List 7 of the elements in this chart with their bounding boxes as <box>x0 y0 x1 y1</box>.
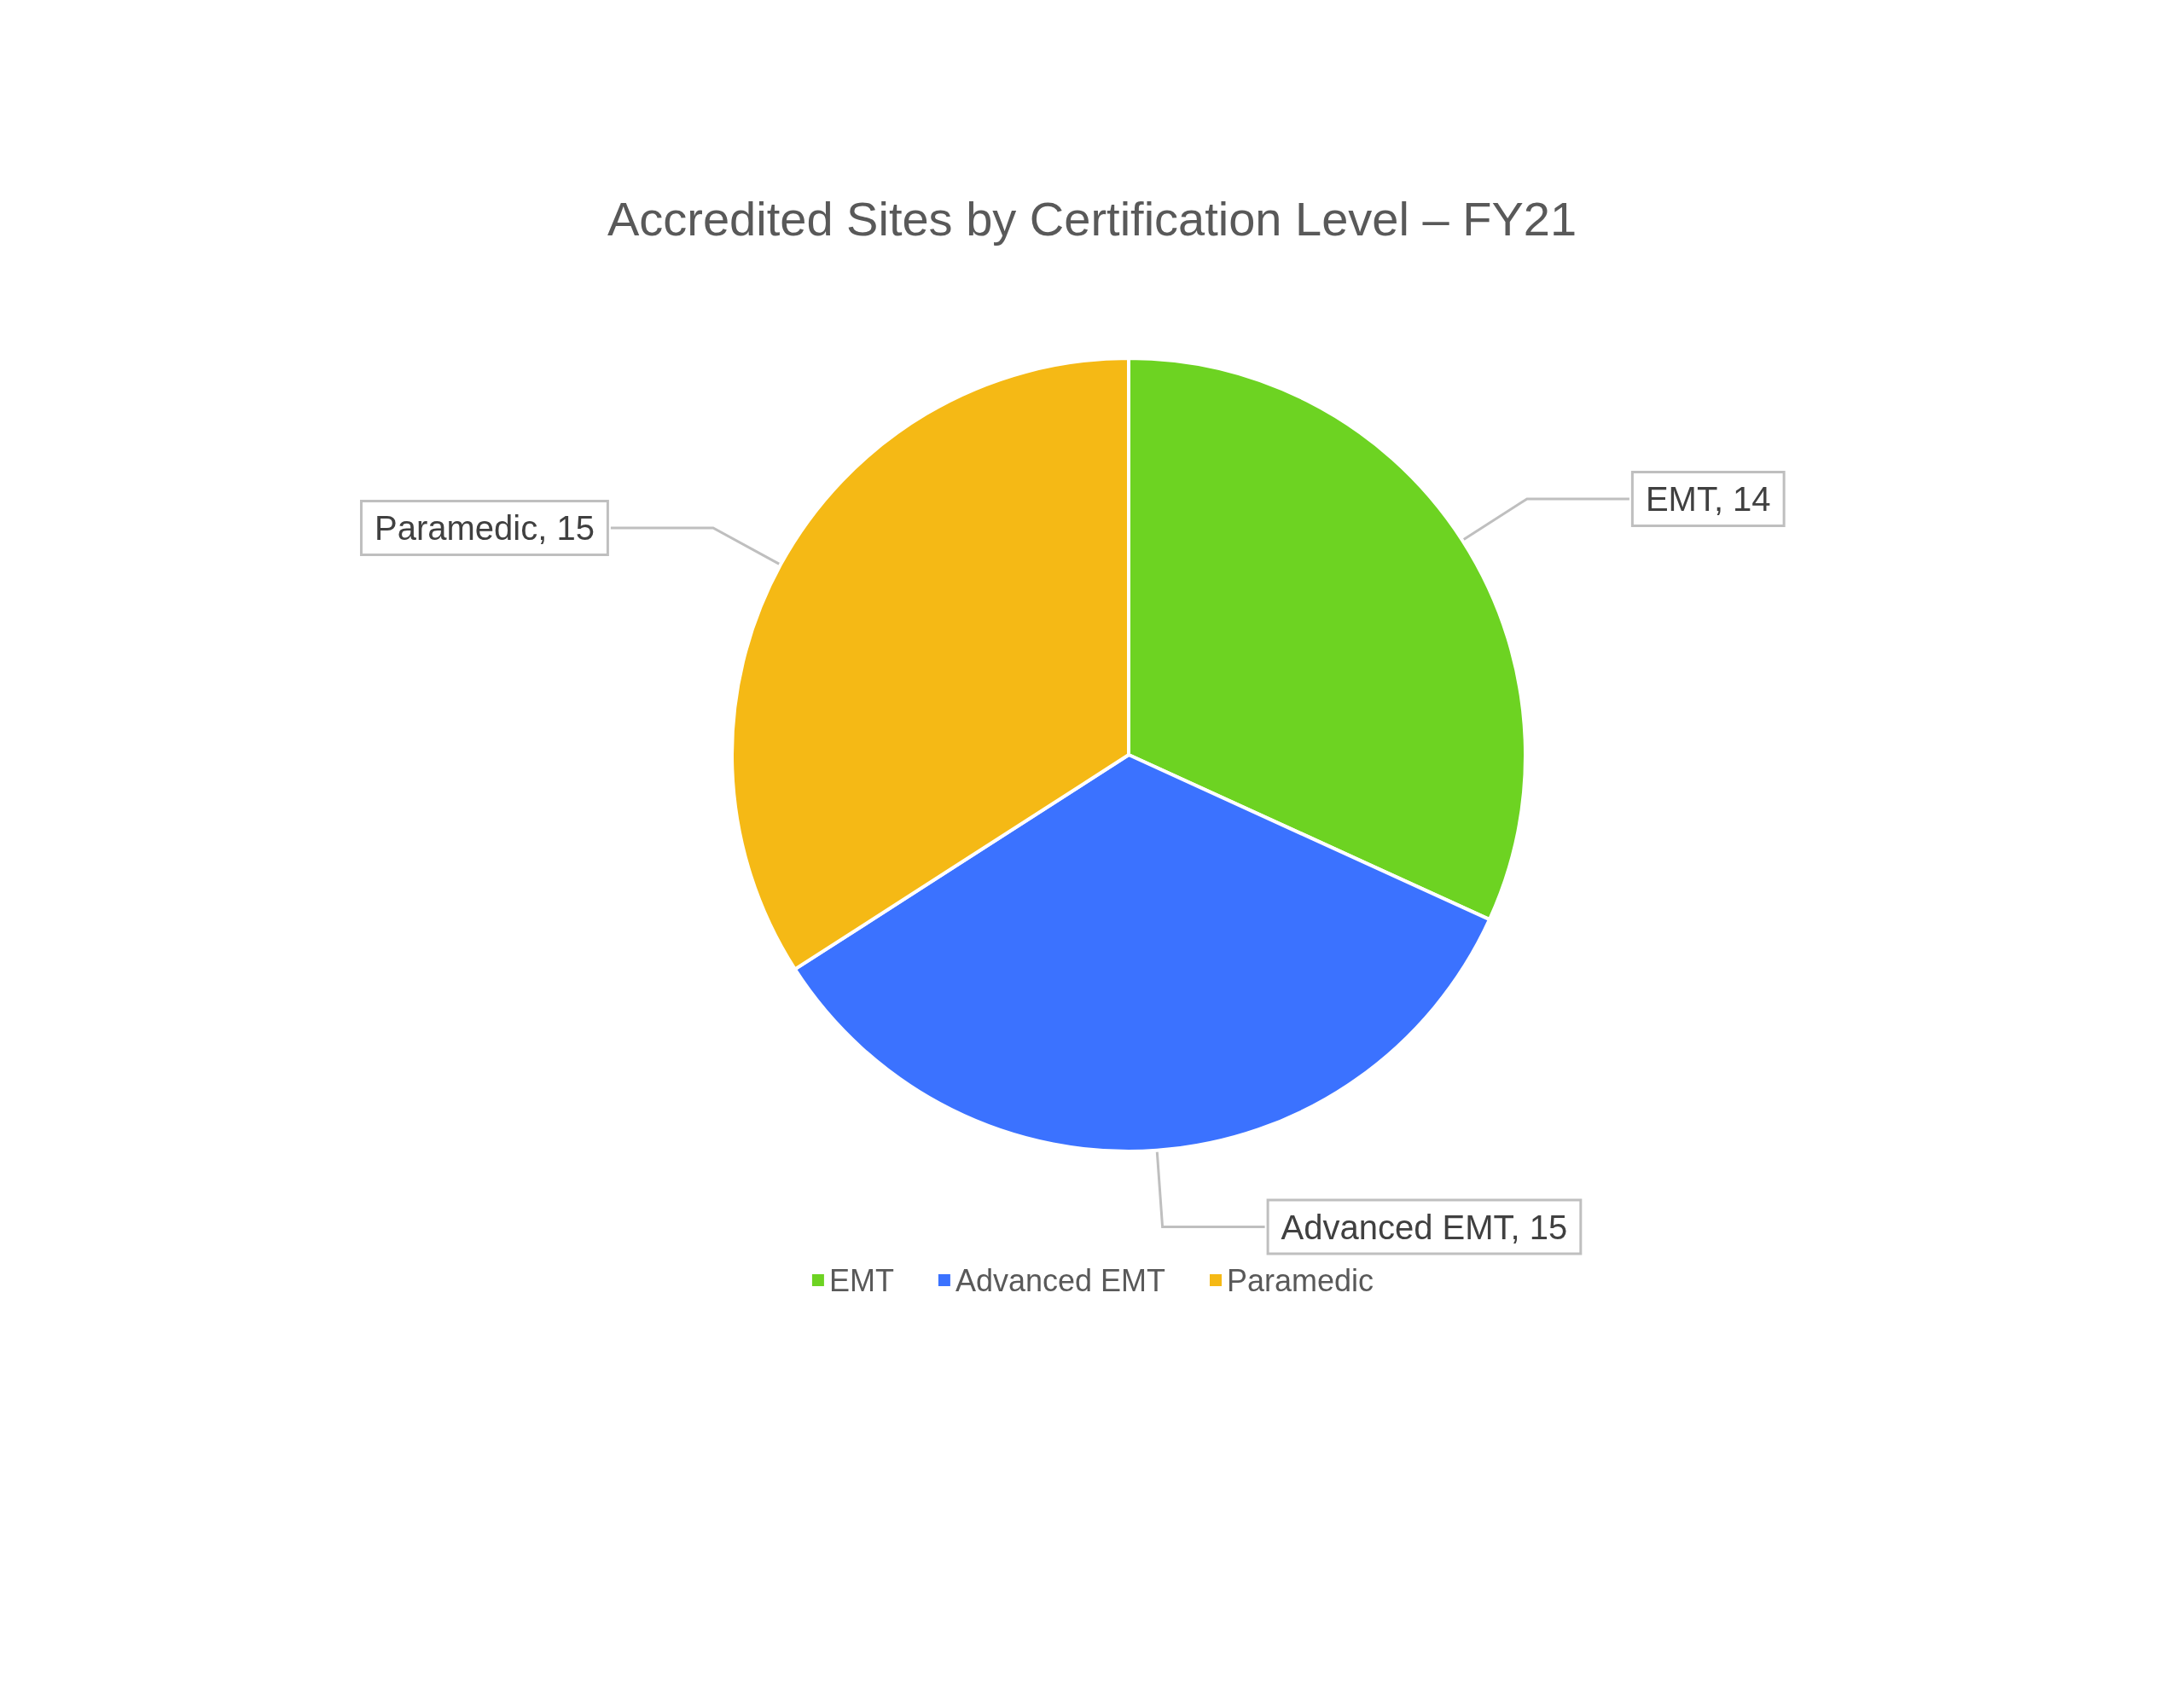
data-label: Paramedic, 15 <box>374 509 595 548</box>
legend-label: Paramedic <box>1227 1262 1374 1298</box>
data-label: Advanced EMT, 15 <box>1281 1208 1568 1246</box>
chart-title: Accredited Sites by Certification Level – FY21 <box>607 191 1577 246</box>
legend-label: EMT <box>828 1262 894 1298</box>
legend-label: Advanced EMT <box>955 1262 1166 1298</box>
data-label: EMT, 14 <box>1645 479 1771 518</box>
